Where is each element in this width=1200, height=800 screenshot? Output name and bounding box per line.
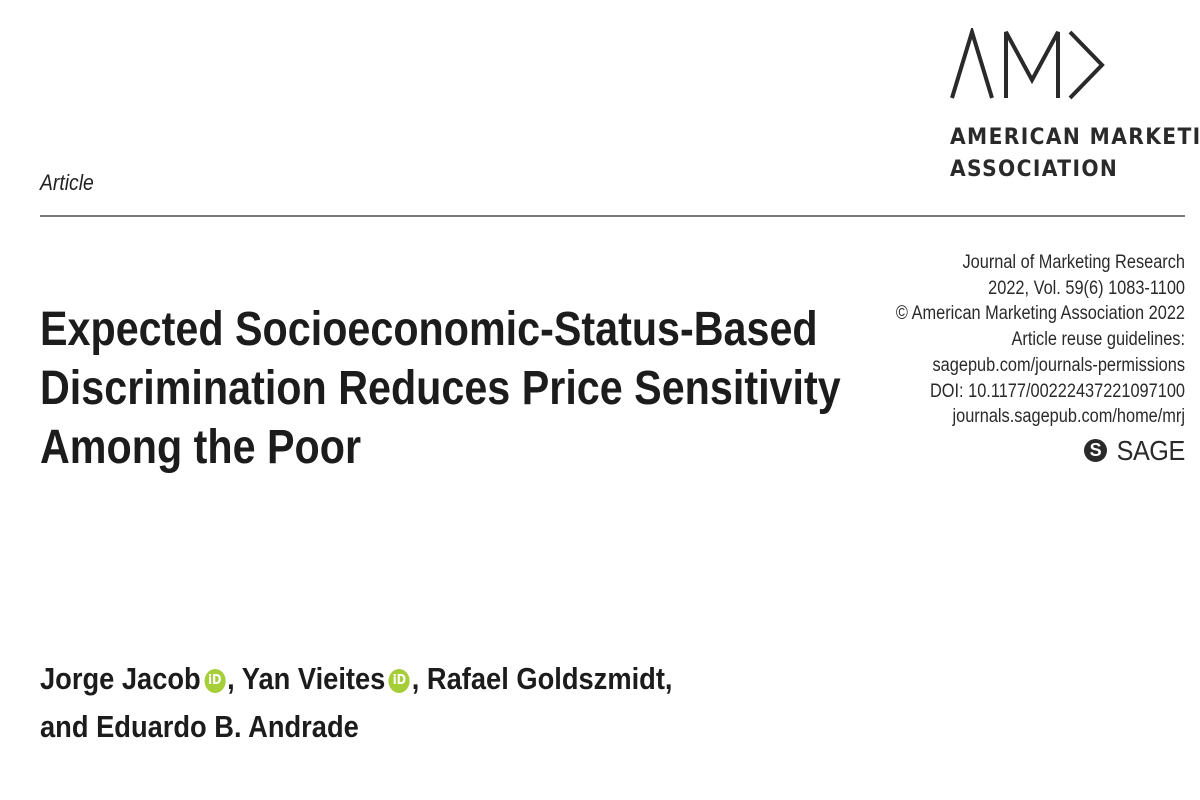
author-line-1: Jorge Jacob iD, Yan Vieites iD, Rafael Gol…	[40, 655, 744, 703]
author-separator: ,	[411, 661, 427, 696]
article-type-label: Article	[40, 170, 94, 195]
ama-name-line-2: ASSOCIATION	[950, 157, 1119, 182]
journal-homepage-link[interactable]: journals.sagepub.com/home/mrj	[952, 406, 1185, 428]
ama-logo: AMERICAN MARKETING ASSOCIATION	[950, 28, 1200, 186]
journal-volume: 2022, Vol. 59(6) 1083-1100	[988, 277, 1185, 299]
ama-logo-icon	[950, 28, 1105, 100]
permissions-link[interactable]: sagepub.com/journals-permissions	[932, 354, 1185, 376]
sage-logo-icon: S SAGE	[825, 434, 1186, 466]
author-name: Jorge Jacob	[40, 661, 201, 696]
reuse-guidelines-label: Article reuse guidelines:	[1011, 329, 1185, 351]
ama-name: AMERICAN MARKETING ASSOCIATION	[950, 122, 1200, 186]
orcid-icon[interactable]: iD	[388, 669, 410, 693]
sage-wordmark: SAGE	[1116, 434, 1186, 466]
title-line-2: Discrimination Reduces Price Sensitivity	[40, 362, 841, 415]
title-line-3: Among the Poor	[40, 421, 362, 474]
doi[interactable]: DOI: 10.1177/00222437221097100	[929, 380, 1185, 402]
header-divider	[40, 215, 1185, 217]
orcid-icon[interactable]: iD	[204, 669, 226, 693]
author-line-2: and Eduardo B. Andrade	[40, 709, 359, 744]
sage-s-mark: S	[1084, 439, 1108, 463]
author-separator: ,	[227, 661, 242, 696]
paper-title: Expected Socioeconomic-Status-Based Disc…	[40, 300, 866, 477]
journal-name: Journal of Marketing Research	[962, 252, 1185, 273]
journal-copyright: © American Marketing Association 2022	[895, 303, 1185, 325]
author-name: Yan Vieites	[241, 661, 386, 696]
journal-info: Journal of Marketing Research 2022, Vol.…	[825, 250, 1186, 466]
title-line-1: Expected Socioeconomic-Status-Based	[40, 303, 818, 356]
author-list: Jorge Jacob iD, Yan Vieites iD, Rafael Gol…	[40, 655, 744, 751]
ama-name-line-1: AMERICAN MARKETING	[950, 125, 1200, 150]
author-name: Rafael Goldszmidt,	[426, 661, 673, 696]
